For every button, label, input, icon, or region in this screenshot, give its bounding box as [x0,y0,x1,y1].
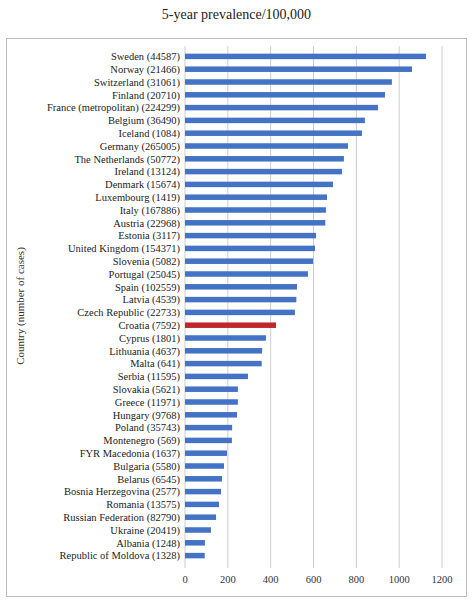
category-label: United Kingdom (154371) [68,243,180,255]
bar [185,412,237,418]
tick-label: 400 [263,574,279,585]
grid-line [270,46,271,568]
category-label: Bulgaria (5580) [113,461,180,473]
category-label: Slovenia (5082) [113,256,181,268]
category-label: Denmark (15674) [105,179,180,191]
bar [185,118,365,124]
category-label: Latvia (4539) [123,294,181,306]
grid-line [442,46,443,568]
bar [185,514,216,520]
category-label: Serbia (11595) [118,371,181,383]
bar [185,79,392,85]
bar [185,220,325,226]
category-label: Bosnia Herzegovina (2577) [64,486,181,498]
category-label: Belarus (6545) [117,474,180,486]
bar [185,207,326,213]
category-label: Spain (102559) [115,282,181,294]
bar [185,450,227,456]
bar [185,130,362,136]
category-label: Switzerland (31061) [94,77,181,89]
bar [185,310,295,316]
category-label: Ukraine (20419) [110,525,180,537]
category-label: Sweden (44587) [111,51,181,63]
category-label: Estonia (3117) [118,230,180,242]
category-label: FYR Macedonia (1637) [80,448,181,460]
bar [185,476,222,482]
category-label: Hungary (9768) [113,410,181,422]
bar [185,502,219,508]
category-label: Lithuania (4637) [109,346,180,358]
bar [185,271,308,277]
chart: 5-year prevalence/100,000 0 200 400 600 800 10… [0,0,473,604]
category-label: Belgium (36490) [108,115,181,127]
bar [185,489,221,495]
bar [185,399,238,405]
category-label: France (metropolitan) (224299) [47,102,180,114]
grid-line [313,46,314,568]
tick-label: 200 [220,574,236,585]
category-label: Czech Republic (22733) [77,307,180,319]
bar [185,258,313,264]
bar [185,156,344,162]
bar [185,182,333,188]
grid-line [227,46,228,568]
bar [185,425,232,431]
category-label: Italy (167886) [120,205,181,217]
bar [185,284,297,290]
category-label: Iceland (1084) [118,128,180,140]
title: 5-year prevalence/100,000 [162,7,311,22]
category-label: Malta (641) [130,358,180,370]
bars [185,54,426,559]
bar [185,553,205,559]
grid-line [356,46,357,568]
bar [185,194,327,200]
category-label: Republic of Moldova (1328) [60,550,181,562]
category-label: Norway (21466) [110,64,180,76]
tick-label: 600 [306,574,322,585]
bar [185,527,211,533]
bar [185,374,248,380]
category-label: Ireland (13124) [114,166,180,178]
bar [185,297,296,303]
bar [185,540,205,546]
category-label: Croatia (7592) [118,320,180,332]
category-label: Portugal (25045) [109,269,181,281]
bar [185,335,266,341]
category-label: Poland (35743) [115,422,181,434]
bar [185,54,426,60]
category-label: Austria (22968) [113,218,180,230]
bar [185,66,412,72]
bar [185,322,276,328]
bar [185,361,262,367]
bar [185,463,224,469]
bar [185,438,232,444]
category-label: Montenegro (569) [103,435,180,447]
tick-label: 1200 [432,574,453,585]
tick-label: 800 [348,574,364,585]
bar [185,348,262,354]
bar [185,105,378,111]
bar [185,92,385,98]
category-label: Greece (11971) [115,397,181,409]
bar [185,143,348,149]
category-label: Luxembourg (1419) [95,192,180,204]
frame [7,39,467,597]
bar [185,169,342,175]
bar [185,386,238,392]
category-label: Albania (1248) [116,538,180,550]
axis-label: Country (number of cases) [14,247,27,365]
category-label: Germany (265005) [100,141,181,153]
category-label: The Netherlands (50772) [74,154,180,166]
tick-label: 0 [182,574,187,585]
category-label: Finland (20710) [112,90,180,102]
tick-label: 1000 [389,574,410,585]
bar [185,246,315,252]
category-label: Cyprus (1801) [119,333,180,345]
grid-line [399,46,400,568]
category-label: Russian Federation (82790) [63,512,180,524]
category-label: Slovakia (5621) [113,384,181,396]
category-label: Romania (13575) [106,499,180,511]
bar [185,233,316,239]
